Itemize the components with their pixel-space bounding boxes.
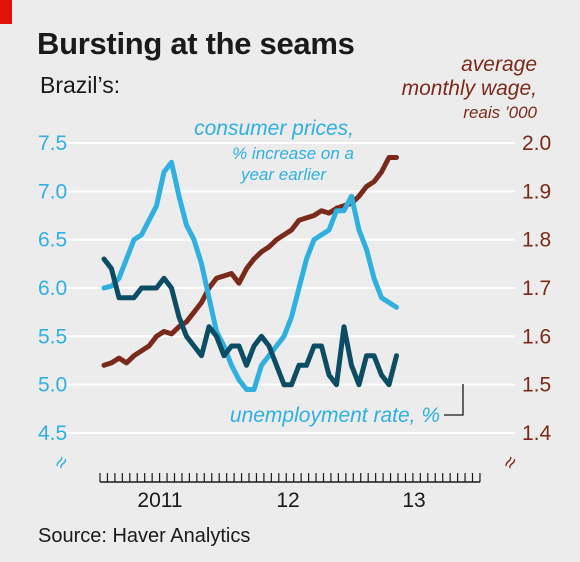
left-tick-label: 5.0 <box>38 374 67 397</box>
wage-label-line-3: reais ’000 <box>463 103 537 122</box>
right-tick-label: 1.5 <box>522 374 551 397</box>
right-axis-break-icon: ≈ <box>498 452 524 473</box>
cpi-label-line-1: consumer prices, <box>194 117 354 140</box>
cpi-label-line-2: % increase on a <box>232 144 354 163</box>
series-line-unemployment <box>101 256 399 388</box>
right-tick-label: 1.6 <box>522 325 551 348</box>
series-unemployment <box>101 256 399 388</box>
wage-label-line-2: monthly wage, <box>402 77 537 100</box>
unemployment-label-leader <box>444 384 464 416</box>
left-tick-label: 4.5 <box>38 422 67 445</box>
chart-title: Bursting at the seams <box>37 26 355 61</box>
left-tick-label: 7.0 <box>38 180 67 203</box>
right-axis-ticks: 2.0 1.9 1.8 1.7 1.6 1.5 1.4 <box>522 132 552 445</box>
left-tick-label: 6.5 <box>38 229 67 252</box>
left-axis-break-icon: ≈ <box>49 452 75 473</box>
left-axis-ticks: 7.5 7.0 6.5 6.0 5.5 5.0 4.5 <box>38 132 67 445</box>
x-tick-label: 13 <box>402 489 425 512</box>
left-tick-label: 5.5 <box>38 325 67 348</box>
left-tick-label: 6.0 <box>38 277 67 300</box>
right-tick-label: 1.4 <box>522 422 552 445</box>
series-consumer-prices <box>101 159 399 392</box>
wage-label-line-1: average <box>461 53 537 76</box>
right-tick-label: 1.7 <box>522 277 551 300</box>
accent-bar <box>0 0 12 24</box>
left-tick-label: 7.5 <box>38 132 67 155</box>
right-tick-label: 2.0 <box>522 132 551 155</box>
x-tick-label: 12 <box>276 489 299 512</box>
gridlines <box>60 142 515 434</box>
series-wage <box>101 155 399 368</box>
series-line-consumer_prices <box>101 159 399 392</box>
series-line-wage <box>101 155 399 368</box>
right-tick-label: 1.8 <box>522 229 551 252</box>
cpi-label-line-3: year earlier <box>240 165 327 184</box>
right-tick-label: 1.9 <box>522 180 551 203</box>
unemployment-label: unemployment rate, % <box>230 404 440 427</box>
chart-subtitle: Brazil’s: <box>40 72 121 98</box>
x-tick-label: 2011 <box>137 489 182 512</box>
source-note: Source: Haver Analytics <box>38 525 251 547</box>
x-axis: 2011 12 13 <box>99 473 481 512</box>
